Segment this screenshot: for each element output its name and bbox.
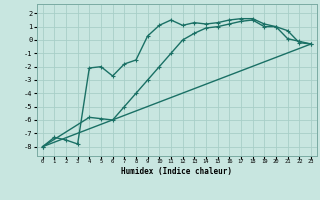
X-axis label: Humidex (Indice chaleur): Humidex (Indice chaleur)	[121, 167, 232, 176]
